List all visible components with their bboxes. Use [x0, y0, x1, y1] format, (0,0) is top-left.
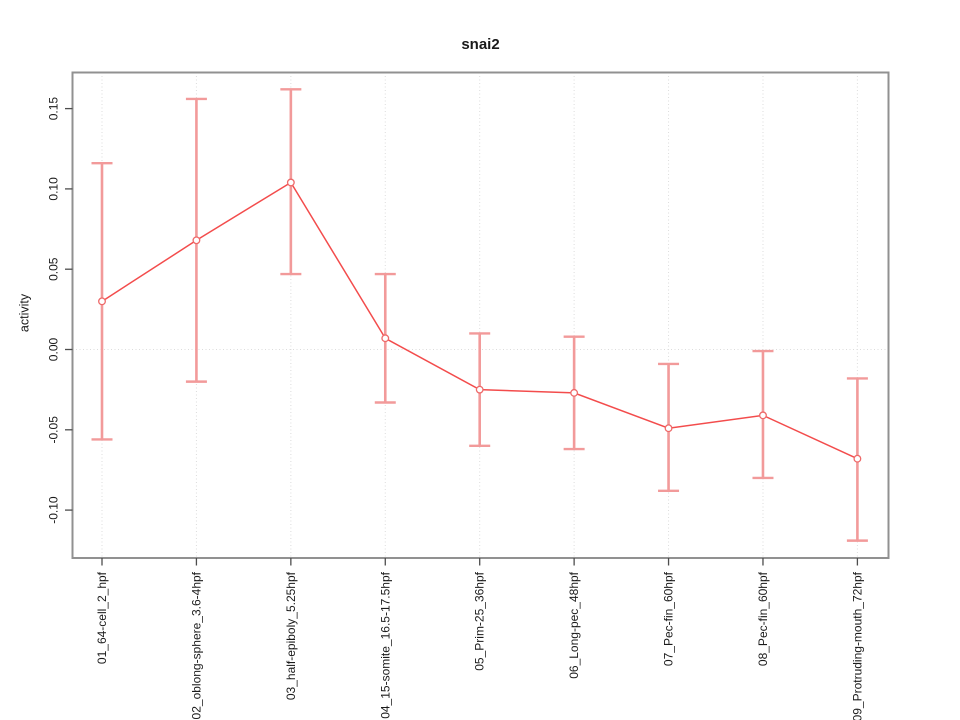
x-tick-label: 07_Pec-fin_60hpf — [662, 571, 676, 666]
data-point-marker — [381, 334, 390, 343]
axes-layer: 0.15 0.10 0.05 0.00 -0.05 -0.10 01_64-cell_2_h… — [47, 97, 865, 720]
data-point-marker — [286, 178, 295, 187]
plot-box — [71, 71, 890, 559]
y-tick-label: 0.15 — [47, 97, 61, 121]
y-tick-label: 0.00 — [47, 337, 61, 361]
x-tick-label: 06_Long-pec_48hpf — [567, 571, 581, 678]
data-point-marker — [475, 385, 484, 394]
y-tick-label: 0.10 — [47, 177, 61, 201]
x-tick-label: 08_Pec-fin_60hpf — [756, 571, 770, 666]
plot-frame-layer — [71, 71, 890, 559]
data-point-marker — [192, 236, 201, 245]
x-tick-label: 02_oblong-sphere_3.6-4hpf — [189, 571, 203, 719]
x-tick-label: 09_Protruding-mouth_72hpf — [850, 571, 864, 720]
y-tick-label: -0.10 — [47, 496, 61, 524]
chart-title: snai2 — [461, 36, 499, 53]
y-tick-label: -0.05 — [47, 416, 61, 444]
x-tick-label: 03_half-epiboly_5.25hpf — [284, 571, 298, 700]
y-tick-label: 0.05 — [47, 257, 61, 281]
series-layer — [98, 178, 862, 463]
x-tick-label: 04_15-somite_16.5-17.5hpf — [378, 571, 392, 718]
gridlines-layer — [72, 72, 889, 558]
x-tick-label: 01_64-cell_2_hpf — [95, 571, 109, 664]
data-point-marker — [570, 388, 579, 397]
x-tick-label: 05_Prim-25_36hpf — [473, 571, 487, 670]
y-axis-title: activity — [18, 293, 32, 332]
data-point-marker — [759, 411, 767, 420]
data-point-marker — [853, 454, 862, 463]
data-point-marker — [98, 297, 106, 306]
data-point-marker — [664, 424, 673, 433]
